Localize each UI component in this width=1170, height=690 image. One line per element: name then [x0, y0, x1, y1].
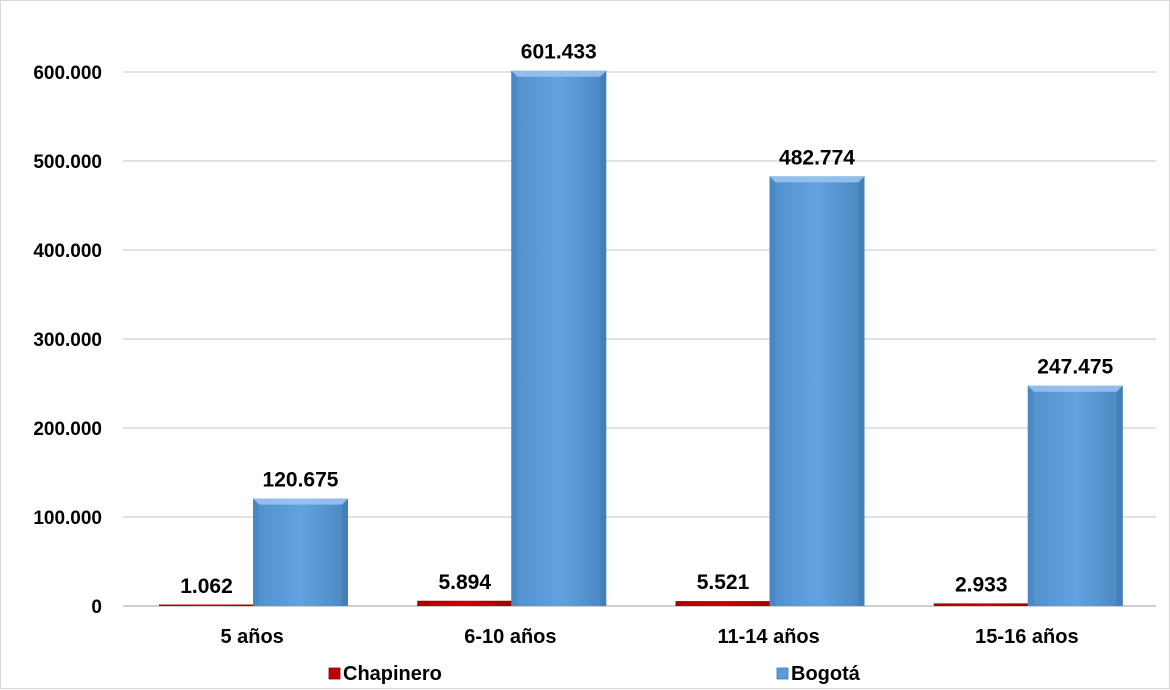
bar-bogota — [769, 176, 865, 606]
x-tick-label: 15-16 años — [975, 626, 1078, 648]
y-tick-label: 600.000 — [33, 63, 102, 84]
bar-bevel-top — [511, 70, 607, 77]
data-label: 1.062 — [180, 575, 233, 598]
x-tick-label: 6-10 años — [464, 626, 556, 648]
data-label: 2.933 — [955, 573, 1008, 596]
x-tick-label: 5 años — [220, 626, 283, 648]
bar-bevel-top — [769, 176, 865, 183]
legend-swatch — [328, 667, 341, 680]
bar-bevel-right — [600, 70, 607, 607]
data-label: 5.521 — [697, 571, 750, 594]
bar-bevel-top — [253, 498, 348, 505]
y-tick-label: 0 — [91, 597, 102, 618]
y-tick-label: 300.000 — [33, 330, 102, 351]
x-tick-label: 11-14 años — [717, 626, 819, 648]
bars — [159, 70, 1123, 607]
bar-chapinero — [675, 601, 771, 606]
bar-bogota — [253, 498, 348, 606]
bar-bevel-left — [1027, 385, 1034, 606]
legend-label: Chapinero — [343, 663, 442, 685]
bar-bogota — [511, 70, 607, 607]
legend: Chapinero Bogotá — [328, 663, 861, 685]
bar-bevel-left — [511, 70, 518, 607]
bar-bevel-right — [1116, 385, 1123, 606]
bar-chapinero — [933, 603, 1029, 606]
data-label: 247.475 — [1037, 356, 1113, 379]
bar-chapinero — [417, 600, 513, 606]
y-axis-ticks: 0 100.000 200.000 300.000 400.000 500.000 600.… — [33, 63, 102, 618]
y-tick-label: 400.000 — [33, 241, 102, 262]
bar-bevel-left — [769, 176, 776, 606]
data-label: 5.894 — [438, 571, 491, 594]
bar-chapinero — [159, 604, 254, 606]
bar-bevel-left — [253, 498, 259, 606]
bar-bevel-right — [342, 498, 348, 606]
data-labels: 1.062 120.675 5.894 601.433 5.521 482.774 2.93… — [180, 41, 1113, 598]
y-tick-label: 100.000 — [33, 508, 102, 529]
data-label: 601.433 — [521, 41, 597, 64]
data-label: 482.774 — [779, 146, 855, 169]
data-label: 120.675 — [263, 469, 339, 492]
bar-bevel-right — [858, 176, 865, 606]
y-tick-label: 500.000 — [33, 152, 102, 173]
legend-swatch — [776, 667, 789, 680]
bar-bogota — [1027, 385, 1123, 606]
x-axis-ticks: 5 años 6-10 años 11-14 años 15-16 años — [220, 626, 1078, 648]
y-tick-label: 200.000 — [33, 419, 102, 440]
legend-label: Bogotá — [791, 663, 861, 685]
bar-bevel-top — [1027, 385, 1123, 392]
